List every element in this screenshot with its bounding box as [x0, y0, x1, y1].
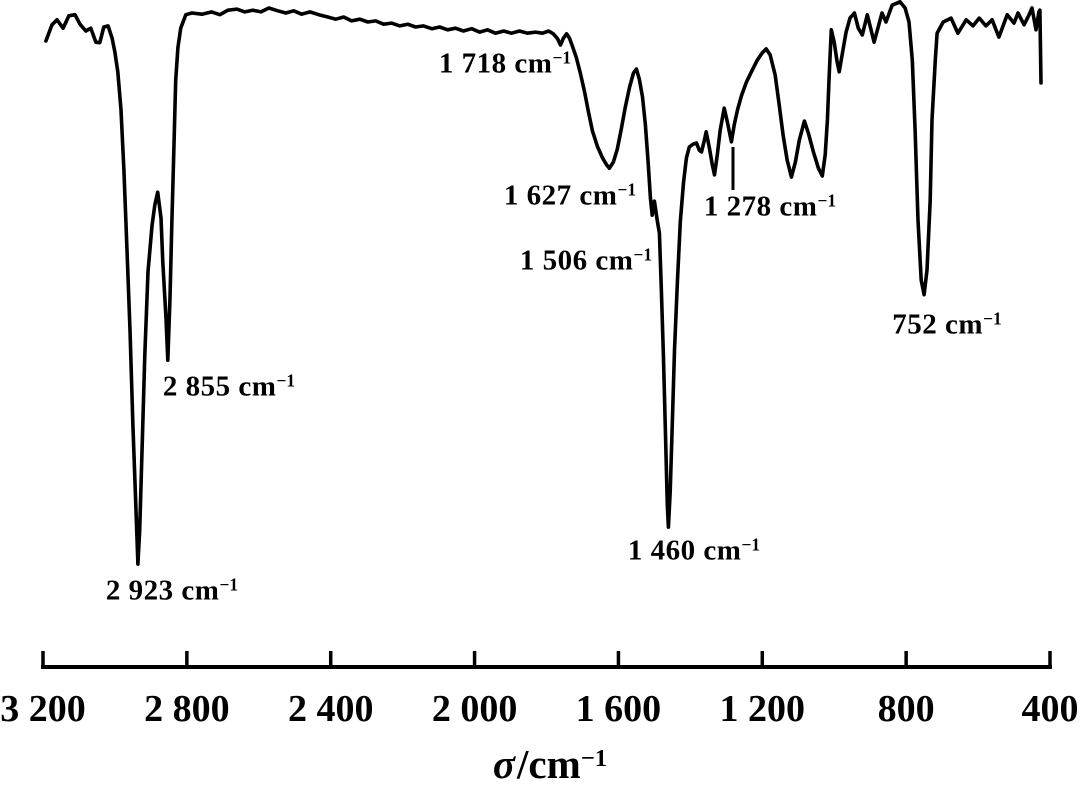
peak-label-1627: 1 627 cm−1	[504, 180, 636, 213]
peak-unit-exponent: −1	[633, 244, 653, 265]
x-tick-label-2000: 2 000	[431, 688, 518, 730]
peak-unit: cm	[703, 534, 742, 567]
peak-unit-exponent: −1	[552, 47, 572, 68]
peak-value: 1 627	[503, 179, 572, 212]
x-tick-label-400: 400	[1021, 688, 1079, 730]
peak-unit: cm	[579, 179, 618, 212]
peak-unit: cm	[238, 370, 277, 403]
peak-value: 1 506	[519, 244, 588, 277]
peak-unit: cm	[779, 190, 818, 223]
axis-unit-text: /cm	[517, 741, 581, 787]
axis-unit-exponent: −1	[580, 744, 608, 772]
peak-value: 1 278	[703, 190, 772, 223]
x-tick-label-3200: 3 200	[0, 688, 86, 730]
peak-value: 752	[892, 308, 938, 341]
peak-label-1718: 1 718 cm−1	[439, 48, 571, 81]
spectrum-curve	[44, 0, 1043, 566]
peak-unit: cm	[181, 574, 220, 607]
peak-unit: cm	[514, 47, 553, 80]
peak-value: 1 460	[627, 534, 696, 567]
peak-label-1506: 1 506 cm−1	[520, 245, 652, 278]
x-tick-label-1600: 1 600	[575, 688, 662, 730]
peak-label-1460: 1 460 cm−1	[628, 535, 760, 568]
x-axis-ticks	[41, 651, 1052, 667]
peak-value: 1 718	[438, 47, 507, 80]
peak-unit-exponent: −1	[741, 534, 761, 555]
peak-label-2923: 2 923 cm−1	[106, 575, 238, 608]
peak-unit: cm	[595, 244, 634, 277]
peak-unit-exponent: −1	[276, 370, 296, 391]
x-tick-label-2400: 2 400	[287, 688, 374, 730]
peak-unit: cm	[945, 308, 984, 341]
x-axis-title: σ/cm−1	[493, 740, 607, 788]
x-tick-label-1200: 1 200	[719, 688, 806, 730]
peak-value: 2 923	[105, 574, 174, 607]
peak-label-2855: 2 855 cm−1	[163, 371, 295, 404]
x-tick-label-800: 800	[877, 688, 935, 730]
peak-label-752: 752 cm−1	[892, 309, 1001, 342]
peak-value: 2 855	[162, 370, 231, 403]
peak-label-1278: 1 278 cm−1	[704, 191, 836, 224]
x-tick-label-2800: 2 800	[144, 688, 230, 730]
sigma-symbol: σ	[492, 741, 516, 787]
peak-unit-exponent: −1	[617, 179, 637, 200]
peak-unit-exponent: −1	[983, 308, 1002, 329]
peak-unit-exponent: −1	[219, 574, 239, 595]
peak-unit-exponent: −1	[817, 190, 837, 211]
